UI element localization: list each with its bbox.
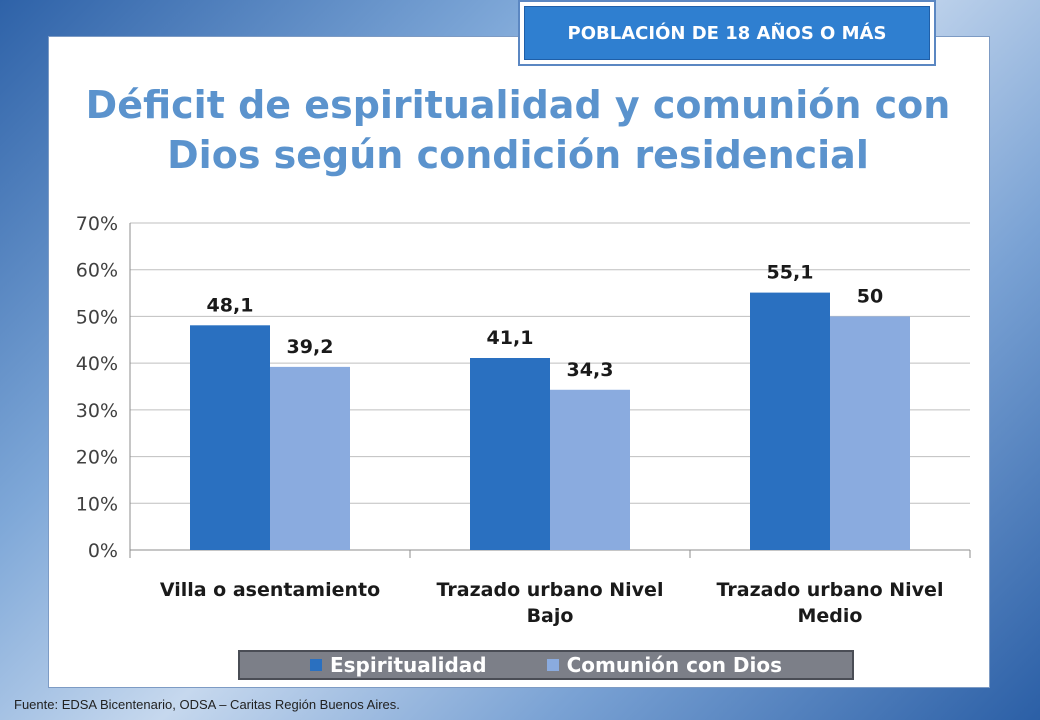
data-label: 41,1 — [487, 327, 534, 349]
data-label: 48,1 — [207, 294, 254, 316]
bar — [750, 292, 830, 550]
legend-item-espiritualidad: Espiritualidad — [309, 653, 487, 677]
y-tick-label: 30% — [76, 400, 118, 422]
source-note: Fuente: EDSA Bicentenario, ODSA – Carita… — [14, 697, 400, 712]
bar — [470, 358, 550, 550]
data-label: 55,1 — [767, 262, 814, 284]
chart-legend: Espiritualidad Comunión con Dios — [238, 650, 854, 680]
y-tick-label: 50% — [76, 306, 118, 328]
legend-item-comunion: Comunión con Dios — [546, 653, 783, 677]
y-tick-label: 10% — [76, 493, 118, 515]
bar — [830, 316, 910, 550]
data-label: 39,2 — [287, 336, 334, 358]
legend-swatch-espiritualidad — [309, 659, 322, 671]
y-tick-label: 20% — [76, 447, 118, 469]
y-tick-label: 0% — [88, 540, 118, 562]
legend-swatch-comunion — [546, 659, 559, 671]
category-label: Trazado urbano Nivel — [437, 579, 664, 601]
population-badge: POBLACIÓN DE 18 AÑOS O MÁS — [518, 0, 936, 66]
category-label: Villa o asentamiento — [160, 579, 380, 601]
y-tick-label: 70% — [76, 213, 118, 235]
category-label: Medio — [798, 605, 863, 627]
legend-label-comunion: Comunión con Dios — [566, 653, 783, 677]
category-label: Trazado urbano Nivel — [717, 579, 944, 601]
y-tick-label: 40% — [76, 353, 118, 375]
bar — [550, 389, 630, 550]
legend-label-espiritualidad: Espiritualidad — [329, 653, 487, 677]
data-label: 34,3 — [567, 359, 614, 381]
y-tick-label: 60% — [76, 260, 118, 282]
population-badge-label: POBLACIÓN DE 18 AÑOS O MÁS — [524, 6, 930, 60]
chart-title: Déficit de espiritualidad y comunión con… — [85, 83, 951, 177]
bar — [190, 325, 270, 550]
data-label: 50 — [857, 285, 883, 307]
bar — [270, 366, 350, 550]
category-label: Bajo — [527, 605, 574, 627]
